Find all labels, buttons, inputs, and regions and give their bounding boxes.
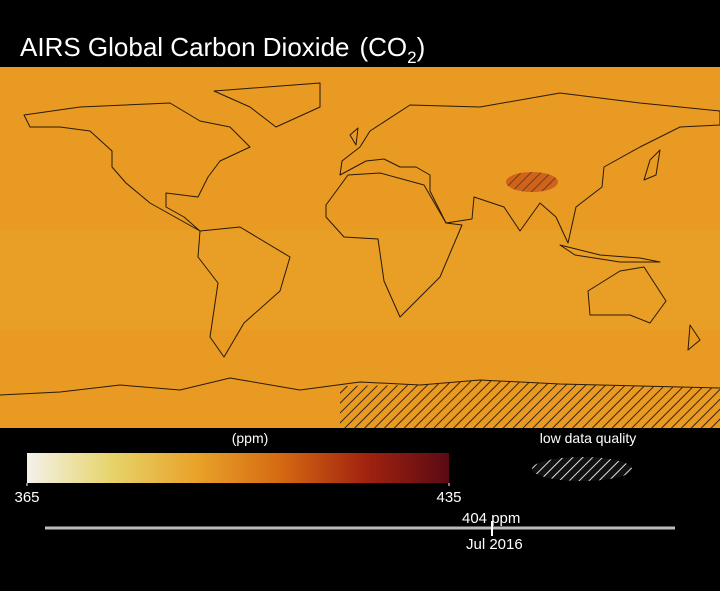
formula-open: (CO: [360, 32, 408, 62]
colorbar: 365 435: [14, 453, 462, 506]
timeline: 404 ppm Jul 2016: [45, 510, 675, 553]
colorbar-unit: (ppm): [232, 430, 269, 446]
title: AIRS Global Carbon Dioxide (CO2): [20, 32, 425, 67]
title-text: AIRS Global Carbon Dioxide: [20, 32, 350, 62]
hatch-legend: [532, 457, 632, 481]
colorbar-tick-label: 435: [436, 489, 461, 506]
colorbar-ramp: [27, 453, 449, 483]
formula-close: ): [417, 32, 426, 62]
timeline-date: Jul 2016: [466, 536, 523, 553]
colorbar-tick-label: 365: [14, 489, 39, 506]
formula-subscript: 2: [407, 48, 416, 67]
timeline-reading: 404 ppm: [462, 510, 520, 527]
hatch-legend-label: low data quality: [540, 430, 637, 446]
map: [0, 67, 720, 428]
